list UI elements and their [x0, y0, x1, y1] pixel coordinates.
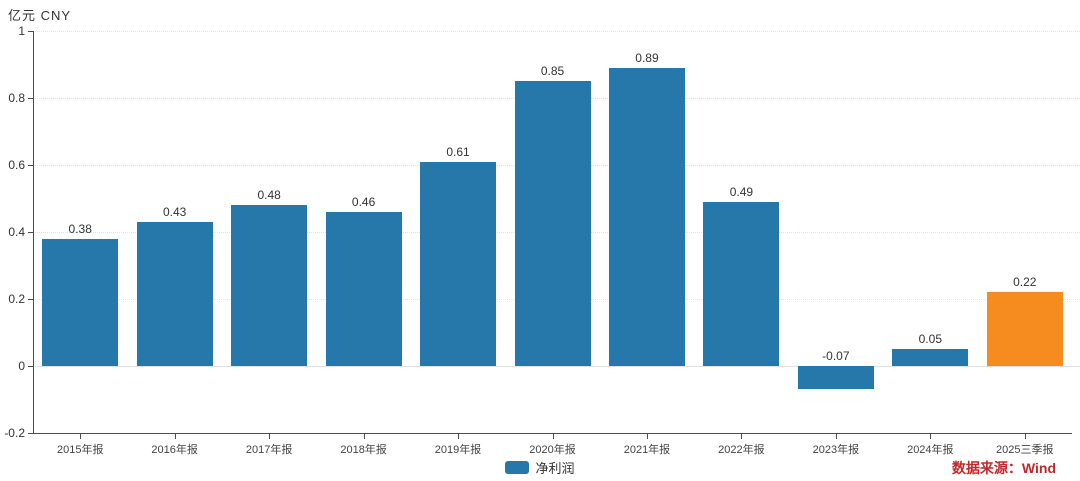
x-axis-tick-label: 2021年报 [623, 444, 671, 456]
gridline [33, 31, 1080, 32]
bar-value-label: 0.43 [162, 204, 187, 219]
x-axis-tick [363, 434, 365, 439]
legend-label: 净利润 [535, 461, 575, 476]
x-axis-tick-label: 2023年报 [812, 444, 860, 456]
x-axis-tick [174, 434, 176, 439]
bar-2022年报[interactable] [703, 201, 780, 366]
bar-2025三季报[interactable] [986, 292, 1063, 366]
x-axis-tick-label: 2017年报 [245, 444, 293, 456]
legend-swatch-icon [505, 461, 530, 474]
x-axis-tick [930, 434, 932, 439]
bar-2021年报[interactable] [608, 67, 685, 366]
bar-value-label: 0.05 [918, 332, 942, 347]
y-axis-tick-label: 0.8 [8, 91, 25, 105]
y-axis-unit-label: 亿元 CNY [8, 8, 72, 23]
y-axis-tick-label: 0 [18, 359, 25, 373]
x-axis-tick [458, 434, 460, 439]
y-axis-tick-label: 0.2 [8, 292, 25, 306]
x-axis-tick-label: 2022年报 [718, 444, 765, 456]
x-axis-line [33, 433, 1072, 434]
y-axis-tick [28, 433, 33, 434]
y-axis-line [33, 31, 34, 433]
bar-value-label: 0.49 [729, 184, 754, 199]
y-axis-tick-label: 1 [18, 24, 25, 38]
y-axis-tick-label: 0.6 [8, 158, 25, 172]
y-axis-tick [28, 366, 33, 367]
y-axis-tick [28, 165, 33, 166]
bar-value-label: 0.85 [540, 64, 565, 79]
bar-2024年报[interactable] [892, 349, 969, 366]
bar-2016年报[interactable] [136, 221, 213, 366]
x-axis-tick [835, 434, 837, 439]
bar-2017年报[interactable] [231, 205, 308, 366]
bar-value-label: 0.46 [351, 194, 376, 209]
x-axis-tick [1024, 434, 1026, 439]
y-axis-tick [28, 299, 33, 300]
gridline [33, 366, 1080, 367]
bar-value-label: 0.61 [446, 144, 470, 159]
x-axis-tick-label: 2016年报 [151, 444, 198, 456]
y-axis-tick-label: 0.4 [8, 225, 25, 239]
bar-2019年报[interactable] [420, 161, 497, 366]
x-axis-tick-label: 2025三季报 [996, 444, 1054, 456]
x-axis-tick [646, 434, 648, 439]
y-axis-tick-label: -0.2 [4, 426, 25, 440]
x-axis-tick-label: 2018年报 [340, 444, 387, 456]
x-axis-tick-label: 2020年报 [529, 444, 576, 456]
bar-value-label: 0.89 [635, 50, 659, 65]
bar-value-label: 0.38 [68, 221, 92, 236]
bar-2023年报[interactable] [797, 366, 874, 390]
data-source-label: 数据来源：Wind [951, 460, 1056, 476]
x-axis-tick [741, 434, 743, 439]
y-axis-tick [28, 232, 33, 233]
x-axis-tick [80, 434, 82, 439]
bar-value-label: 0.48 [257, 188, 281, 203]
y-axis-tick [28, 31, 33, 32]
x-axis-tick-label: 2015年报 [56, 444, 104, 456]
bar-2015年报[interactable] [42, 238, 119, 366]
y-axis-tick [28, 98, 33, 99]
x-axis-tick-label: 2019年报 [434, 444, 482, 456]
bar-2020年报[interactable] [514, 81, 591, 366]
x-axis-tick-label: 2024年报 [907, 444, 954, 456]
bar-value-label: 0.22 [1013, 275, 1037, 290]
legend-item-net-profit[interactable]: 净利润 [0, 458, 1080, 477]
bar-value-label: -0.07 [822, 349, 850, 363]
bar-2018年报[interactable] [325, 211, 402, 366]
x-axis-tick [269, 434, 271, 439]
x-axis-tick [552, 434, 554, 439]
